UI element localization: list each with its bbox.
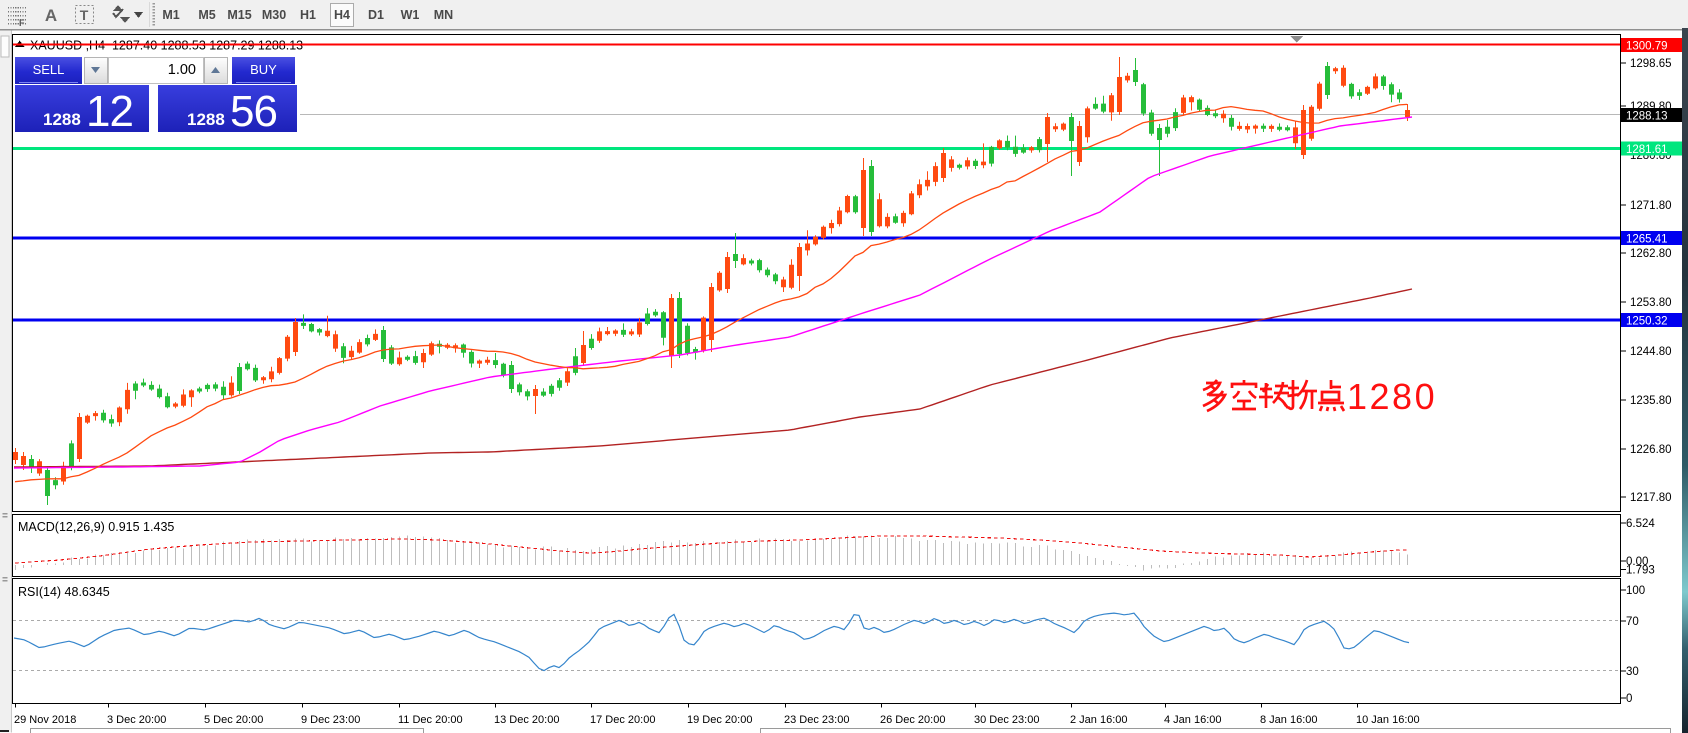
svg-text:23 Dec 23:00: 23 Dec 23:00: [784, 714, 849, 726]
svg-text:5 Dec 20:00: 5 Dec 20:00: [204, 714, 263, 726]
svg-text:1226.80: 1226.80: [1630, 444, 1672, 456]
svg-text:T: T: [80, 7, 89, 23]
svg-text:M15: M15: [227, 8, 251, 22]
svg-text:30: 30: [1626, 666, 1639, 678]
svg-text:9 Dec 23:00: 9 Dec 23:00: [301, 714, 360, 726]
svg-text:A: A: [45, 6, 57, 25]
svg-text:4 Jan 16:00: 4 Jan 16:00: [1164, 714, 1222, 726]
svg-text:W1: W1: [401, 8, 420, 22]
svg-text:1265.41: 1265.41: [1626, 234, 1668, 246]
svg-text:RSI(14) 48.6345: RSI(14) 48.6345: [18, 585, 110, 599]
svg-text:1253.80: 1253.80: [1630, 297, 1672, 309]
svg-text:1244.80: 1244.80: [1630, 346, 1672, 358]
svg-text:0.00: 0.00: [1626, 556, 1648, 568]
svg-text:D1: D1: [368, 8, 384, 22]
svg-text:1300.79: 1300.79: [1626, 41, 1668, 53]
svg-text:M30: M30: [262, 8, 286, 22]
svg-text:1271.80: 1271.80: [1630, 200, 1672, 212]
svg-text:1280: 1280: [1347, 376, 1437, 417]
svg-text:1298.65: 1298.65: [1630, 58, 1672, 70]
svg-text:M1: M1: [162, 8, 179, 22]
svg-text:F: F: [19, 18, 25, 28]
svg-text:10 Jan 16:00: 10 Jan 16:00: [1356, 714, 1420, 726]
svg-text:17 Dec 20:00: 17 Dec 20:00: [590, 714, 655, 726]
svg-text:1288.13: 1288.13: [1626, 111, 1668, 123]
svg-text:H1: H1: [300, 8, 316, 22]
svg-text:26 Dec 20:00: 26 Dec 20:00: [880, 714, 945, 726]
svg-text:19 Dec 20:00: 19 Dec 20:00: [687, 714, 752, 726]
svg-text:2 Jan 16:00: 2 Jan 16:00: [1070, 714, 1128, 726]
svg-text:1250.32: 1250.32: [1626, 316, 1668, 328]
svg-text:13 Dec 20:00: 13 Dec 20:00: [494, 714, 559, 726]
svg-text:H4: H4: [334, 8, 350, 22]
svg-text:1281.61: 1281.61: [1626, 144, 1668, 156]
svg-text:1262.80: 1262.80: [1630, 248, 1672, 260]
svg-text:1.793: 1.793: [1626, 565, 1655, 577]
svg-text:M5: M5: [198, 8, 215, 22]
svg-text:3 Dec 20:00: 3 Dec 20:00: [107, 714, 166, 726]
svg-text:30 Dec 23:00: 30 Dec 23:00: [974, 714, 1039, 726]
svg-text:0: 0: [1626, 693, 1632, 705]
svg-text:1235.80: 1235.80: [1630, 395, 1672, 407]
svg-text:MN: MN: [434, 8, 453, 22]
svg-text:11 Dec 20:00: 11 Dec 20:00: [398, 714, 463, 726]
svg-text:MACD(12,26,9) 0.915 1.435: MACD(12,26,9) 0.915 1.435: [18, 520, 174, 534]
svg-text:6.524: 6.524: [1626, 518, 1655, 530]
svg-text:8 Jan 16:00: 8 Jan 16:00: [1260, 714, 1318, 726]
svg-text:29 Nov 2018: 29 Nov 2018: [14, 714, 76, 726]
svg-text:1217.80: 1217.80: [1630, 492, 1672, 504]
svg-text:70: 70: [1626, 616, 1639, 628]
svg-text:100: 100: [1626, 585, 1645, 597]
